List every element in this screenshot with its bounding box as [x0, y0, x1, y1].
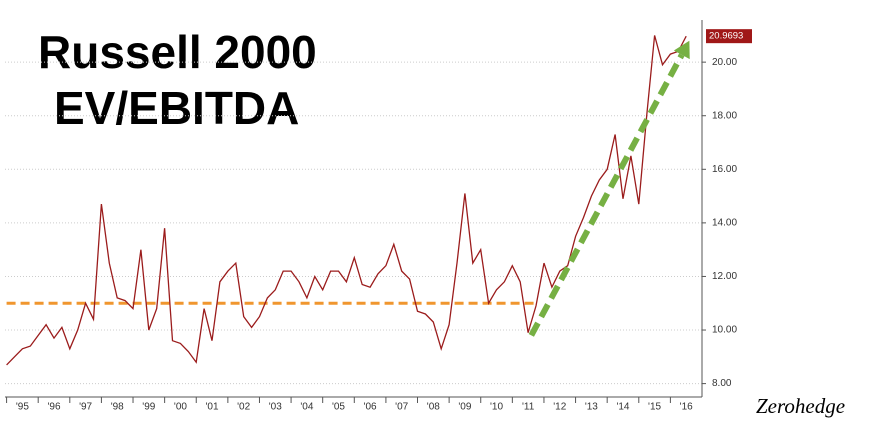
data-line — [6, 35, 687, 366]
y-tick-label: 10.00 — [712, 325, 737, 336]
x-tick-label: '03 — [269, 402, 282, 413]
y-tick-label: 16.00 — [712, 164, 737, 175]
x-tick-label: '95 — [16, 402, 29, 413]
source: Zerohedge — [756, 394, 845, 418]
x-tick-label: '13 — [585, 402, 598, 413]
y-tick-label: 18.00 — [712, 110, 737, 121]
last-value-box — [706, 29, 752, 44]
x-tick-label: '07 — [395, 402, 408, 413]
x-tick-label: '14 — [616, 402, 629, 413]
x-tick-label: '11 — [522, 402, 535, 413]
arrow-head — [673, 40, 690, 60]
chart-title: EV/EBITDA — [54, 82, 299, 134]
x-tick-label: '00 — [174, 402, 187, 413]
y-tick-label: 8.00 — [712, 378, 732, 389]
x-tick-label: '08 — [427, 402, 440, 413]
y-tick-label: 14.00 — [712, 218, 737, 229]
y-tick-label: 20.00 — [712, 57, 737, 68]
y-tick-label: 12.00 — [712, 271, 737, 282]
x-tick-label: '01 — [206, 402, 219, 413]
last-value-label: 20.9693 — [709, 31, 743, 42]
x-tick-label: '96 — [47, 402, 60, 413]
trend-arrow — [528, 53, 685, 337]
x-tick-label: '16 — [680, 402, 693, 413]
chart-title: Russell 2000 — [38, 26, 317, 78]
x-tick-label: '02 — [237, 402, 250, 413]
x-tick-label: '05 — [332, 402, 345, 413]
x-tick-label: '06 — [364, 402, 377, 413]
x-tick-label: '10 — [490, 402, 503, 413]
x-tick-label: '09 — [458, 402, 471, 413]
x-tick-label: '04 — [300, 402, 313, 413]
x-tick-label: '98 — [111, 402, 124, 413]
x-tick-label: '15 — [648, 402, 661, 413]
x-tick-label: '99 — [142, 402, 155, 413]
x-tick-label: '12 — [553, 402, 566, 413]
x-tick-label: '97 — [79, 402, 92, 413]
